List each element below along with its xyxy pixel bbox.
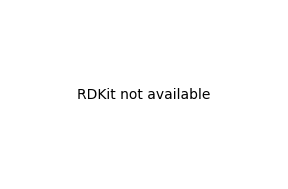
Text: RDKit not available: RDKit not available — [77, 88, 211, 102]
